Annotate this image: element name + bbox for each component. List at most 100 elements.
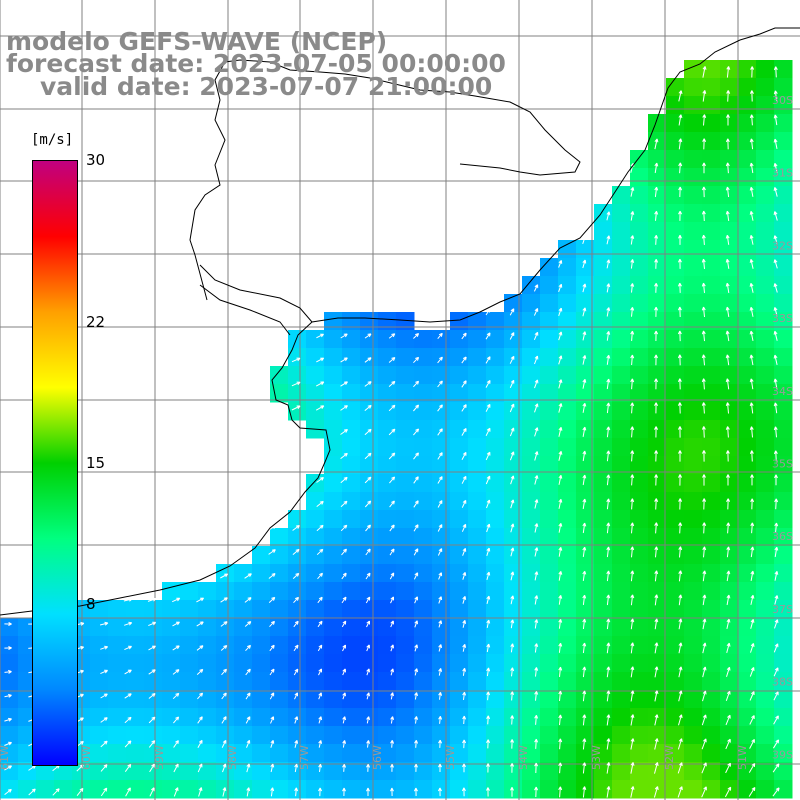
wind-arrow: [630, 738, 635, 750]
wind-speed-cell: [540, 510, 559, 529]
wind-speed-cell: [360, 618, 379, 637]
wind-speed-cell: [504, 762, 523, 781]
wind-speed-cell: [54, 780, 73, 799]
wind-speed-cell: [738, 438, 757, 457]
wind-speed-cell: [702, 78, 721, 97]
wind-arrow: [173, 740, 179, 748]
wind-speed-cell: [720, 690, 739, 709]
wind-speed-cell: [612, 330, 631, 349]
wind-arrow: [773, 90, 778, 102]
wind-arrow: [773, 691, 779, 701]
latitude-label: 34S: [772, 385, 793, 398]
wind-arrow: [677, 378, 682, 390]
wind-speed-cell: [378, 456, 397, 475]
wind-speed-cell: [774, 654, 793, 673]
wind-speed-cell: [486, 384, 505, 403]
wind-speed-cell: [342, 618, 361, 637]
wind-speed-cell: [468, 636, 487, 655]
wind-speed-cell: [648, 456, 667, 475]
wind-speed-cell: [234, 762, 253, 781]
wind-speed-cell: [306, 546, 325, 565]
wind-arrow: [725, 714, 731, 726]
wind-arrow: [485, 427, 491, 437]
wind-arrow: [366, 644, 370, 652]
wind-speed-cell: [648, 654, 667, 673]
wind-speed-cell: [720, 312, 739, 331]
wind-speed-cell: [324, 744, 343, 763]
wind-speed-cell: [684, 564, 703, 583]
wind-speed-cell: [396, 492, 415, 511]
wind-speed-cell: [594, 744, 613, 763]
wind-speed-cell: [198, 780, 217, 799]
wind-speed-cell: [774, 366, 793, 385]
wind-speed-cell: [360, 456, 379, 475]
wind-arrow: [485, 379, 491, 388]
wind-arrow: [677, 762, 683, 774]
wind-arrow: [702, 546, 707, 558]
wind-arrow: [726, 546, 731, 558]
wind-arrow: [149, 763, 155, 773]
wind-arrow: [606, 786, 611, 798]
wind-speed-cell: [396, 366, 415, 385]
wind-arrow: [341, 620, 347, 628]
wind-arrow: [318, 763, 323, 772]
wind-speed-cell: [270, 366, 289, 385]
wind-speed-cell: [414, 492, 433, 511]
wind-speed-cell: [432, 780, 451, 799]
wind-speed-cell: [324, 618, 343, 637]
wind-speed-cell: [702, 258, 721, 277]
wind-speed-cell: [306, 780, 325, 799]
wind-speed-cell: [468, 690, 487, 709]
wind-speed-cell: [252, 780, 271, 799]
wind-speed-cell: [198, 744, 217, 763]
wind-speed-cell: [288, 726, 307, 745]
wind-speed-cell: [594, 222, 613, 241]
wind-arrow: [558, 571, 563, 581]
wind-speed-cell: [720, 240, 739, 259]
wind-arrow: [414, 668, 419, 676]
wind-speed-cell: [450, 528, 469, 547]
wind-speed-cell: [684, 384, 703, 403]
wind-speed-cell: [774, 78, 793, 97]
wind-speed-cell: [486, 690, 505, 709]
wind-speed-cell: [558, 438, 577, 457]
wind-speed-cell: [306, 708, 325, 727]
wind-speed-cell: [756, 366, 775, 385]
wind-speed-cell: [450, 420, 469, 439]
wind-speed-cell: [234, 672, 253, 691]
wind-speed-cell: [90, 708, 109, 727]
wind-arrow: [437, 787, 442, 797]
wind-speed-cell: [378, 348, 397, 367]
wind-arrow: [582, 331, 587, 341]
wind-speed-cell: [630, 168, 649, 187]
wind-arrow: [606, 474, 611, 486]
wind-speed-cell: [270, 762, 289, 781]
wind-speed-cell: [648, 438, 667, 457]
wind-speed-cell: [630, 420, 649, 439]
wind-arrow: [749, 162, 754, 174]
wind-speed-cell: [756, 258, 775, 277]
wind-speed-cell: [612, 204, 631, 223]
wind-arrow: [291, 381, 301, 387]
wind-arrow: [268, 573, 276, 579]
wind-speed-cell: [630, 510, 649, 529]
wind-arrow: [316, 548, 324, 556]
wind-arrow: [509, 427, 515, 437]
wind-speed-cell: [288, 762, 307, 781]
wind-speed-cell: [468, 456, 487, 475]
wind-arrow: [172, 692, 180, 700]
wind-arrow: [534, 523, 539, 533]
wind-arrow: [533, 284, 539, 292]
wind-speed-cell: [324, 312, 343, 331]
wind-speed-cell: [324, 708, 343, 727]
wind-arrow: [534, 667, 539, 677]
wind-speed-cell: [702, 618, 721, 637]
longitude-label: 58W: [226, 745, 239, 770]
wind-speed-cell: [648, 582, 667, 601]
wind-speed-cell: [630, 564, 649, 583]
wind-speed-cell: [594, 330, 613, 349]
wind-speed-cell: [648, 312, 667, 331]
wind-arrow: [76, 764, 84, 772]
wind-speed-cell: [396, 708, 415, 727]
wind-speed-cell: [180, 762, 199, 781]
